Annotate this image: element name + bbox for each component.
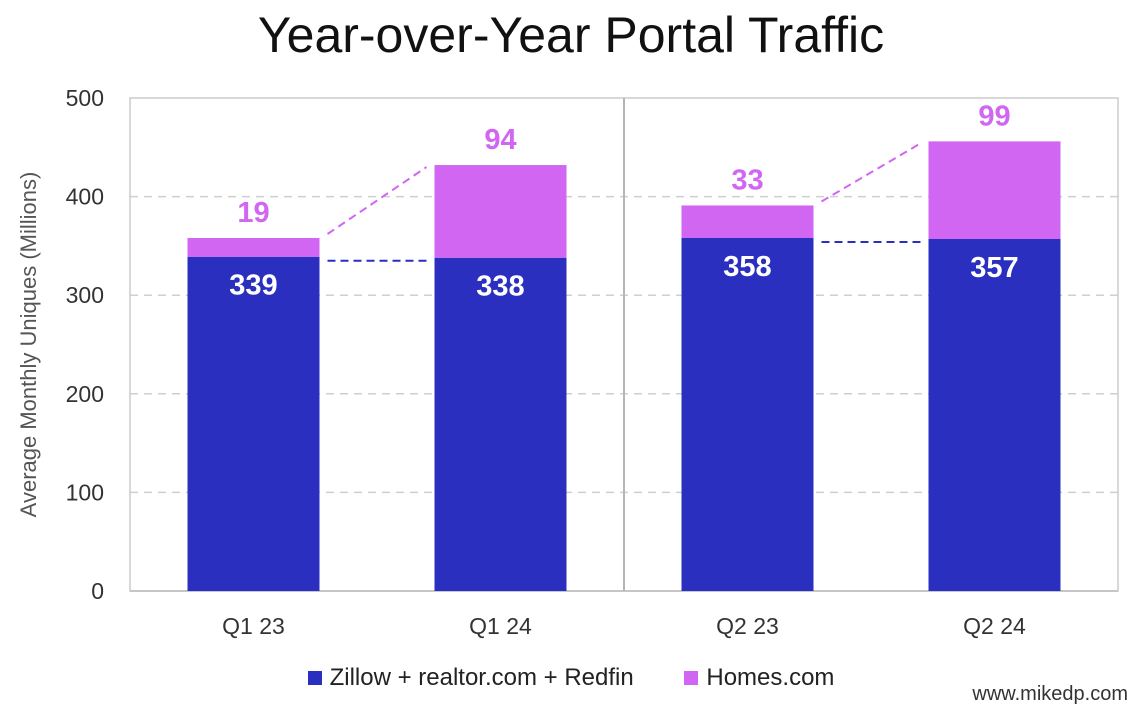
legend-item-base: Zillow + realtor.com + Redfin <box>307 664 634 692</box>
bar-base-1 <box>187 256 320 591</box>
data-label-base: 358 <box>723 251 771 283</box>
bar-homes-2 <box>434 165 567 258</box>
x-tick-label: Q2 23 <box>716 613 779 639</box>
y-tick-label: 100 <box>66 479 104 505</box>
data-label-base: 338 <box>476 271 524 303</box>
bar-base-3 <box>681 238 814 591</box>
y-tick-label: 300 <box>66 282 104 308</box>
data-label-base: 357 <box>970 252 1018 284</box>
comparison-line-homes <box>820 142 922 203</box>
bar-homes-1 <box>187 238 320 257</box>
data-label-homes: 33 <box>731 164 763 196</box>
data-label-base: 339 <box>229 270 277 302</box>
y-axis-label: Average Monthly Uniques (Millions) <box>16 172 41 518</box>
x-tick-label: Q2 24 <box>963 613 1026 639</box>
legend-item-homes: Homes.com <box>684 664 834 692</box>
chart-title: Year-over-Year Portal Traffic <box>257 7 885 63</box>
data-label-homes: 99 <box>978 100 1010 132</box>
x-tick-label: Q1 23 <box>222 613 285 639</box>
y-tick-label: 400 <box>66 184 104 210</box>
legend-label-base: Zillow + realtor.com + Redfin <box>329 664 634 691</box>
bar-homes-3 <box>681 205 814 239</box>
y-tick-label: 500 <box>66 85 104 111</box>
bar-homes-4 <box>928 141 1061 239</box>
legend-swatch-base <box>307 671 322 685</box>
data-label-homes: 94 <box>484 124 516 156</box>
data-label-homes: 19 <box>237 197 269 229</box>
legend-label-homes: Homes.com <box>706 664 835 691</box>
x-tick-label: Q1 24 <box>469 613 532 639</box>
y-tick-label: 200 <box>66 381 104 407</box>
comparison-line-homes <box>326 166 428 235</box>
y-tick-label: 0 <box>91 578 104 604</box>
legend: Zillow + realtor.com + Redfin Homes.com <box>0 664 1142 692</box>
legend-swatch-homes <box>684 671 699 685</box>
bar-base-2 <box>434 257 567 591</box>
bar-base-4 <box>928 238 1061 592</box>
watermark: www.mikedp.com <box>972 683 1128 705</box>
